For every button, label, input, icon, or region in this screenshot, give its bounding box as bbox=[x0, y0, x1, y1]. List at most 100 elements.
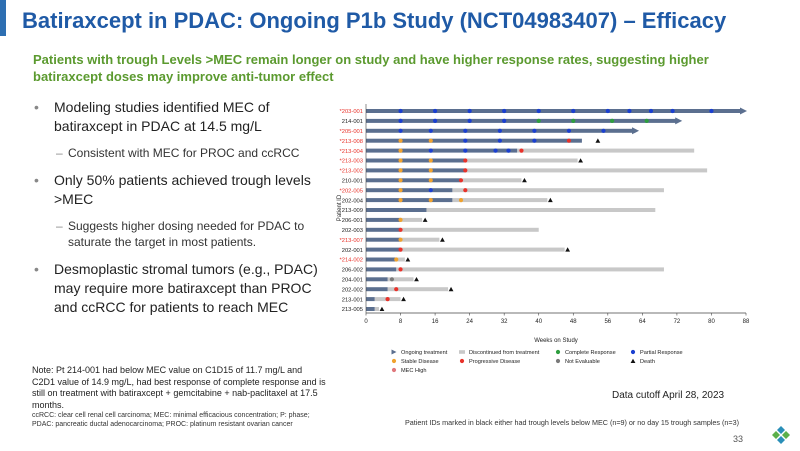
bullet-list: • Modeling studies identified MEC of bati… bbox=[32, 98, 322, 326]
treatment-bar bbox=[366, 257, 397, 262]
patient-id-label: *213-002 bbox=[339, 169, 363, 175]
response-marker bbox=[398, 158, 403, 163]
treatment-bar bbox=[366, 267, 397, 272]
patient-id-label: *213-007 bbox=[339, 238, 363, 244]
death-marker bbox=[522, 178, 527, 183]
treatment-bar bbox=[366, 198, 453, 203]
ongoing-bar bbox=[366, 118, 677, 123]
patient-row: *213-004 bbox=[339, 148, 695, 155]
patient-row: *213-002 bbox=[339, 168, 708, 175]
discontinued-bar bbox=[400, 217, 423, 222]
response-marker bbox=[566, 128, 572, 133]
discontinued-bar bbox=[374, 307, 379, 311]
response-marker bbox=[610, 118, 615, 123]
response-marker bbox=[394, 257, 399, 262]
patient-id-label: 213-005 bbox=[342, 307, 363, 313]
x-tick-label: 16 bbox=[432, 319, 439, 325]
treatment-bar bbox=[366, 217, 401, 222]
x-tick-label: 64 bbox=[639, 319, 646, 325]
response-marker bbox=[467, 108, 472, 114]
response-marker bbox=[385, 297, 390, 302]
abbreviations: ccRCC: clear cell renal cell carcinoma; … bbox=[32, 412, 310, 428]
response-marker bbox=[571, 118, 576, 123]
patient-id-label: 213-001 bbox=[342, 297, 363, 303]
death-marker bbox=[578, 158, 583, 163]
response-marker bbox=[389, 277, 395, 282]
title-accent-bar bbox=[0, 0, 6, 36]
response-marker bbox=[398, 237, 403, 242]
death-marker bbox=[379, 306, 385, 311]
patient-row: 213-001 bbox=[342, 296, 406, 303]
legend-label: Discontinued from treatment bbox=[469, 350, 540, 356]
response-marker bbox=[571, 108, 576, 114]
patient-id-label: 206-002 bbox=[342, 268, 363, 274]
response-marker bbox=[497, 138, 502, 143]
patient-note: Note: Pt 214-001 had below MEC value on … bbox=[32, 365, 326, 410]
treatment-bar bbox=[366, 158, 466, 163]
patient-id-label: 213-009 bbox=[342, 208, 363, 214]
response-marker bbox=[398, 267, 403, 272]
response-marker bbox=[463, 138, 468, 143]
x-tick-label: 88 bbox=[743, 319, 750, 325]
treatment-bar bbox=[366, 307, 375, 311]
response-marker bbox=[428, 168, 433, 173]
patient-id-label: *202-005 bbox=[339, 188, 363, 194]
company-logo bbox=[770, 424, 792, 451]
response-marker bbox=[467, 118, 472, 123]
response-marker bbox=[428, 138, 433, 143]
response-marker bbox=[502, 108, 507, 114]
patient-id-label: 210-001 bbox=[342, 179, 363, 185]
discontinued-bar bbox=[426, 208, 656, 212]
patient-row: *213-003 bbox=[339, 158, 583, 165]
legend-swatch-not-evaluable bbox=[555, 358, 561, 364]
patient-id-label: 206-001 bbox=[342, 218, 363, 224]
legend-label: Stable Disease bbox=[401, 359, 439, 365]
legend-label: Ongoing treatment bbox=[401, 350, 448, 356]
y-axis-title: Patient ID bbox=[337, 194, 343, 221]
response-marker bbox=[398, 108, 403, 114]
response-marker bbox=[463, 128, 468, 133]
discontinued-bar bbox=[400, 237, 440, 242]
patient-row: 214-001 bbox=[342, 117, 683, 125]
patient-id-label: *203-001 bbox=[339, 109, 363, 115]
response-marker bbox=[566, 138, 572, 143]
legend-swatch-discontinued bbox=[459, 350, 465, 354]
response-marker bbox=[648, 108, 654, 114]
response-marker bbox=[532, 138, 537, 143]
response-marker bbox=[432, 118, 438, 123]
bullet-trough-levels: • Only 50% patients achieved trough level… bbox=[34, 172, 311, 207]
patient-id-label: 202-001 bbox=[342, 248, 363, 254]
legend-label: Progressive Disease bbox=[469, 359, 520, 365]
response-marker bbox=[428, 178, 433, 183]
patient-row: *214-002 bbox=[339, 257, 411, 264]
discontinued-bar bbox=[452, 188, 664, 193]
legend-label: Partial Response bbox=[640, 350, 683, 356]
response-marker bbox=[709, 108, 714, 114]
response-marker bbox=[644, 118, 649, 123]
response-marker bbox=[536, 108, 541, 114]
patient-id-label: *205-001 bbox=[339, 129, 363, 135]
patient-id-label: 202-002 bbox=[342, 287, 363, 293]
death-marker bbox=[565, 247, 571, 252]
chart-footnote: Patient IDs marked in black either had t… bbox=[405, 418, 739, 427]
response-marker bbox=[394, 287, 399, 292]
bullet-desmoplastic: • Desmoplastic stromal tumors (e.g., PDAC… bbox=[34, 261, 318, 315]
discontinued-bar bbox=[400, 227, 539, 232]
discontinued-bar bbox=[387, 277, 414, 282]
patient-row: 206-001 bbox=[342, 217, 428, 224]
response-marker bbox=[398, 118, 403, 123]
x-axis-title: Weeks on Study bbox=[534, 338, 578, 344]
data-cutoff: Data cutoff April 28, 2023 bbox=[612, 390, 725, 401]
treatment-bar bbox=[366, 188, 453, 193]
patient-id-label: 202-004 bbox=[342, 198, 364, 204]
death-marker bbox=[405, 257, 411, 262]
patient-id-label: *213-008 bbox=[339, 139, 363, 145]
response-marker bbox=[398, 138, 403, 143]
ongoing-arrow bbox=[740, 107, 747, 115]
ongoing-bar bbox=[366, 109, 741, 113]
response-marker bbox=[493, 148, 498, 153]
patient-id-label: *213-004 bbox=[339, 149, 363, 155]
response-marker bbox=[519, 148, 524, 153]
patient-row: 202-001 bbox=[342, 247, 571, 254]
response-marker bbox=[601, 128, 606, 133]
